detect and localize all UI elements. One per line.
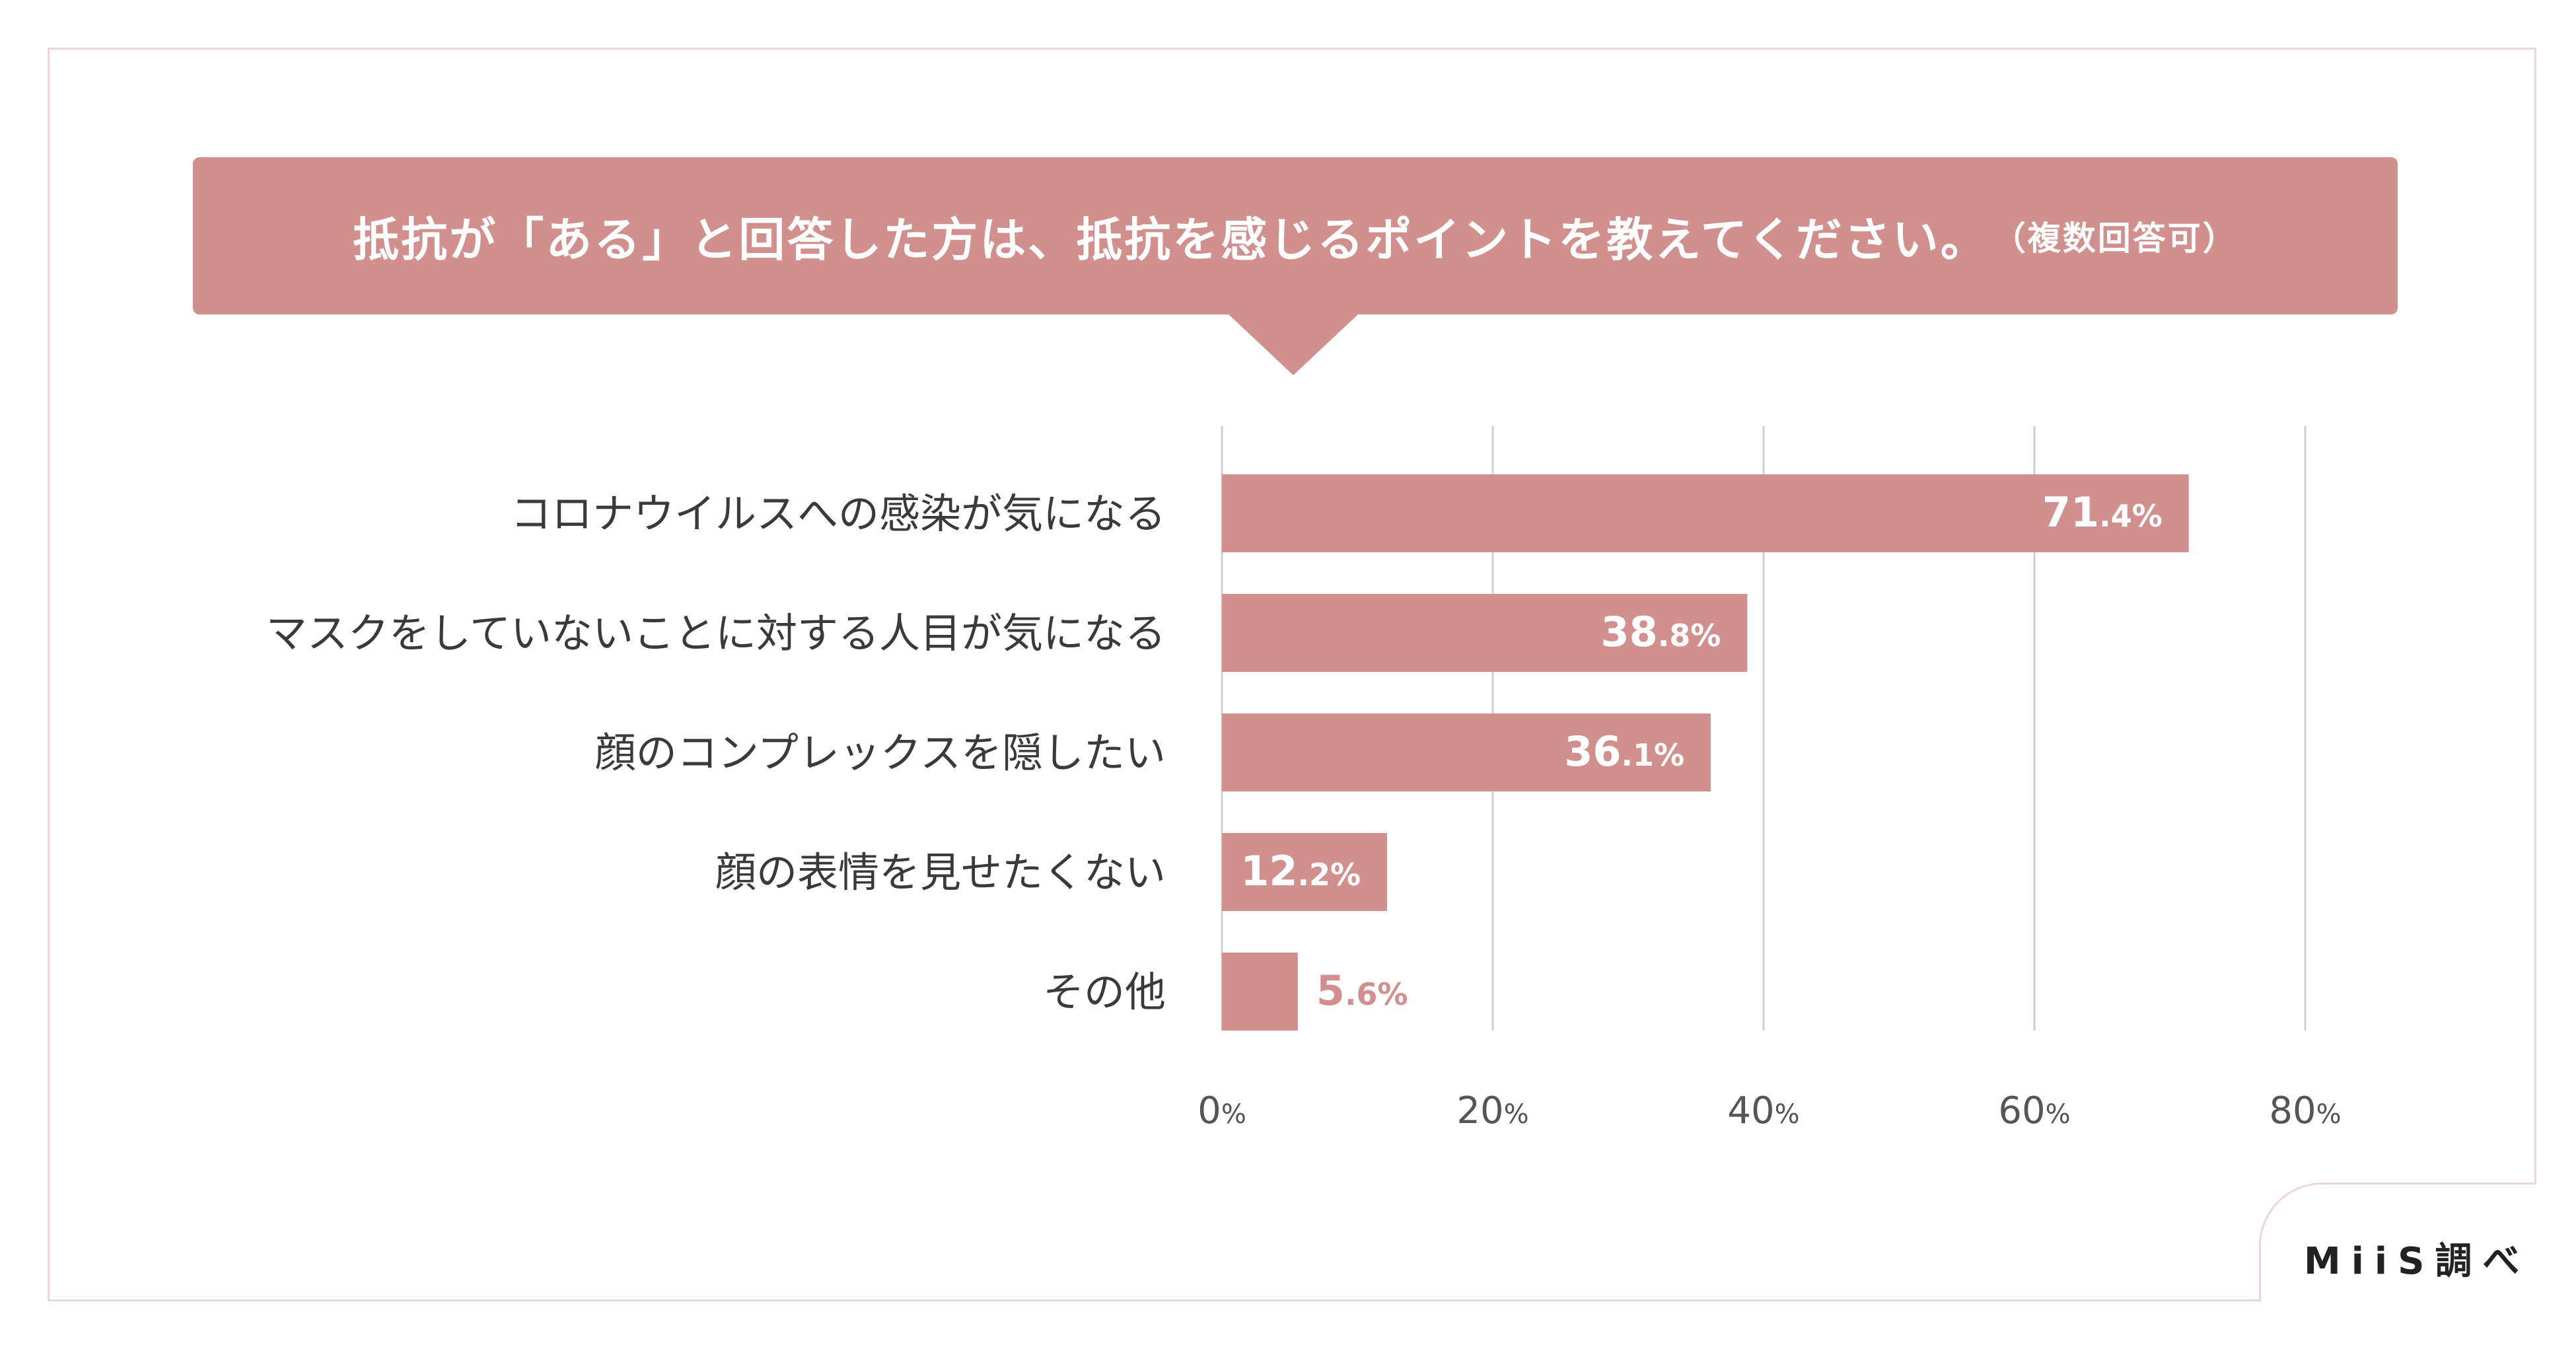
value-label-2: 36.1% [1564, 727, 1684, 776]
category-label-1: マスクをしていないことに対する人目が気になる [266, 609, 1166, 657]
category-label-4: その他 [1043, 968, 1166, 1016]
value-label-1: 38.8% [1601, 608, 1721, 656]
question-banner: 抵抗が「ある」と回答した方は、抵抗を感じるポイントを教えてください。 （複数回答可… [193, 157, 2398, 314]
bar-1 [1222, 594, 1748, 672]
credit-box [2259, 1183, 2536, 1301]
bar-0 [1222, 474, 2189, 552]
value-label-3: 12.2% [1240, 847, 1361, 895]
x-tick-label-0: 0% [1198, 1089, 1246, 1132]
category-label-3: 顔の表情を見せたくない [715, 848, 1166, 896]
x-tick-label-3: 60% [1998, 1089, 2070, 1132]
x-tick-label-4: 80% [2269, 1089, 2341, 1132]
question-subtitle: （複数回答可） [1992, 219, 2238, 258]
bar-4 [1222, 953, 1298, 1031]
value-label-4: 5.6% [1316, 966, 1408, 1015]
x-tick-label-1: 20% [1456, 1089, 1528, 1132]
credit-label: MiiS調べ [2304, 1240, 2530, 1283]
x-tick-label-2: 40% [1727, 1089, 1799, 1132]
category-label-2: 顔のコンプレックスを隠したい [595, 729, 1166, 777]
bar-3 [1222, 833, 1388, 911]
question-title: 抵抗が「ある」と回答した方は、抵抗を感じるポイントを教えてください。 [353, 212, 1989, 267]
chart-frame [48, 48, 2536, 1301]
bar-2 [1222, 713, 1711, 791]
category-label-0: コロナウイルスへの感染が気になる [511, 490, 1166, 538]
value-label-0: 71.4% [2042, 488, 2163, 536]
banner-pointer [1227, 313, 1359, 375]
